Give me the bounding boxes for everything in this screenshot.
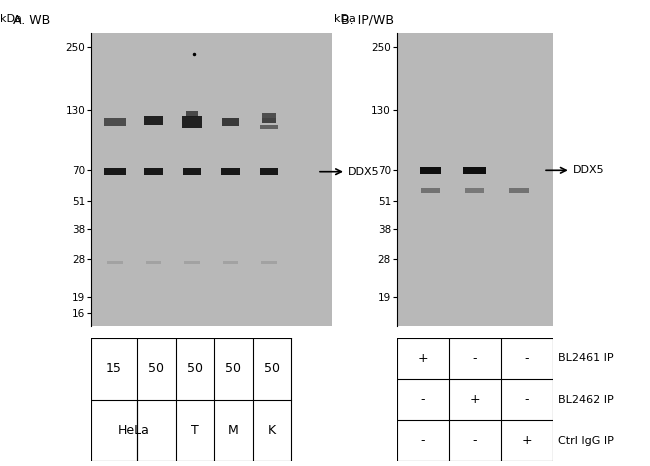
Bar <box>420 167 441 174</box>
Bar <box>144 116 163 125</box>
Bar <box>260 169 278 175</box>
Text: 50: 50 <box>264 362 280 375</box>
Bar <box>463 167 486 174</box>
Text: T: T <box>191 424 199 437</box>
Bar <box>183 116 202 128</box>
Bar <box>509 187 528 193</box>
Text: +: + <box>521 434 532 447</box>
Text: -: - <box>473 352 476 365</box>
Bar <box>221 169 240 175</box>
Bar <box>465 187 484 193</box>
Text: kDa: kDa <box>334 14 356 24</box>
Text: B. IP/WB: B. IP/WB <box>341 14 395 27</box>
Text: 15: 15 <box>106 362 122 375</box>
Text: 50: 50 <box>187 362 203 375</box>
Text: 50: 50 <box>226 362 241 375</box>
Bar <box>104 118 126 126</box>
Text: -: - <box>525 352 528 365</box>
Text: +: + <box>469 393 480 406</box>
Bar <box>107 261 123 264</box>
Bar <box>263 113 276 118</box>
Text: -: - <box>525 393 528 406</box>
Bar <box>104 169 126 175</box>
Bar <box>146 261 161 264</box>
Bar <box>222 118 239 126</box>
Text: -: - <box>473 434 476 447</box>
Text: HeLa: HeLa <box>118 424 150 437</box>
Text: BL2461 IP: BL2461 IP <box>558 353 614 363</box>
Text: kDa: kDa <box>0 14 21 24</box>
Bar <box>261 261 277 264</box>
Text: A. WB: A. WB <box>13 14 50 27</box>
Text: DDX5: DDX5 <box>348 167 380 177</box>
Text: DDX5: DDX5 <box>573 165 605 175</box>
Text: -: - <box>421 434 424 447</box>
Text: -: - <box>421 393 424 406</box>
Bar <box>262 118 276 123</box>
Text: M: M <box>228 424 239 437</box>
Bar <box>421 187 440 193</box>
Bar <box>185 261 200 264</box>
Bar <box>186 111 198 116</box>
Bar <box>183 169 202 175</box>
Text: BL2462 IP: BL2462 IP <box>558 395 614 404</box>
Bar <box>261 124 278 129</box>
Bar <box>223 261 238 264</box>
Bar <box>144 169 162 175</box>
Text: 50: 50 <box>148 362 164 375</box>
Text: K: K <box>268 424 276 437</box>
Text: +: + <box>417 352 428 365</box>
Text: Ctrl IgG IP: Ctrl IgG IP <box>558 436 614 446</box>
